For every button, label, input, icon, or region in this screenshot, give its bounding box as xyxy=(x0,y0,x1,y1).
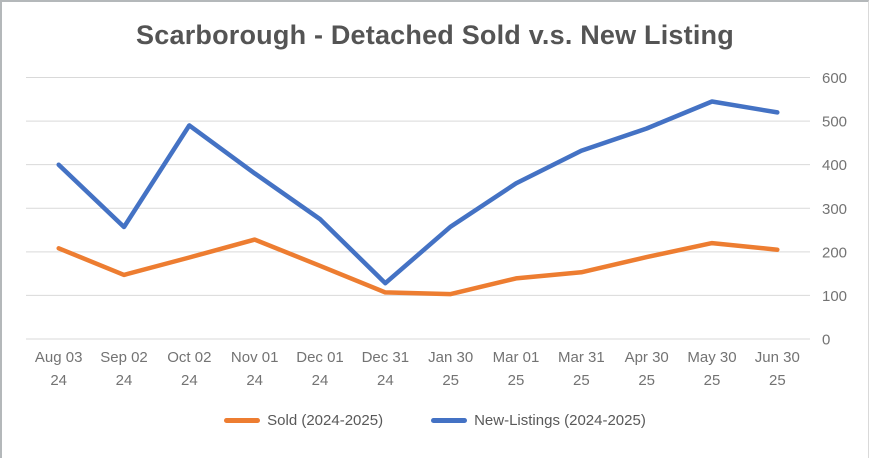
x-axis-label: Dec 31 24 xyxy=(362,349,410,389)
y-axis-label: 0 xyxy=(822,332,830,349)
y-axis-label: 300 xyxy=(822,201,847,218)
y-axis-label: 400 xyxy=(822,157,847,174)
x-axis-label: Aug 03 24 xyxy=(35,349,83,389)
x-axis-label: Jan 30 25 xyxy=(428,349,473,389)
x-axis-label: Jun 30 25 xyxy=(755,349,800,389)
new-listings-line-swatch-icon xyxy=(431,418,468,423)
x-axis-label: Apr 30 25 xyxy=(625,349,669,389)
x-axis-label: Oct 02 24 xyxy=(167,349,211,389)
y-axis-label: 500 xyxy=(822,114,847,131)
y-axis-label: 200 xyxy=(822,244,847,261)
sold-line-swatch-icon xyxy=(224,418,261,423)
legend-label-new-listings: New-Listings (2024-2025) xyxy=(474,412,646,429)
x-axis-label: Dec 01 24 xyxy=(296,349,344,389)
gridlines xyxy=(26,77,810,340)
legend-item-sold: Sold (2024-2025) xyxy=(224,412,383,429)
x-axis-label: May 30 25 xyxy=(687,349,736,389)
x-axis-label: Sep 02 24 xyxy=(100,349,148,389)
y-axis-label: 600 xyxy=(822,70,847,87)
x-axis-labels: Aug 03 24 Sep 02 24 Oct 02 24 Nov 01 24 Dec 01 24… xyxy=(35,349,800,389)
x-axis-label: Mar 01 25 xyxy=(493,349,540,389)
x-axis-label: Mar 31 25 xyxy=(558,349,605,389)
x-axis-label: Nov 01 24 xyxy=(231,349,279,389)
chart-legend: Sold (2024-2025) New-Listings (2024-2025… xyxy=(2,412,868,429)
y-axis-labels: 0 100 200 300 400 500 600 xyxy=(822,70,847,349)
legend-item-new-listings: New-Listings (2024-2025) xyxy=(431,412,646,429)
new-listings-line xyxy=(56,99,780,286)
legend-label-sold: Sold (2024-2025) xyxy=(267,412,384,429)
chart-title: Scarborough - Detached Sold v.s. New Lis… xyxy=(136,20,734,50)
sold-line xyxy=(56,237,780,297)
y-axis-label: 100 xyxy=(822,288,847,305)
